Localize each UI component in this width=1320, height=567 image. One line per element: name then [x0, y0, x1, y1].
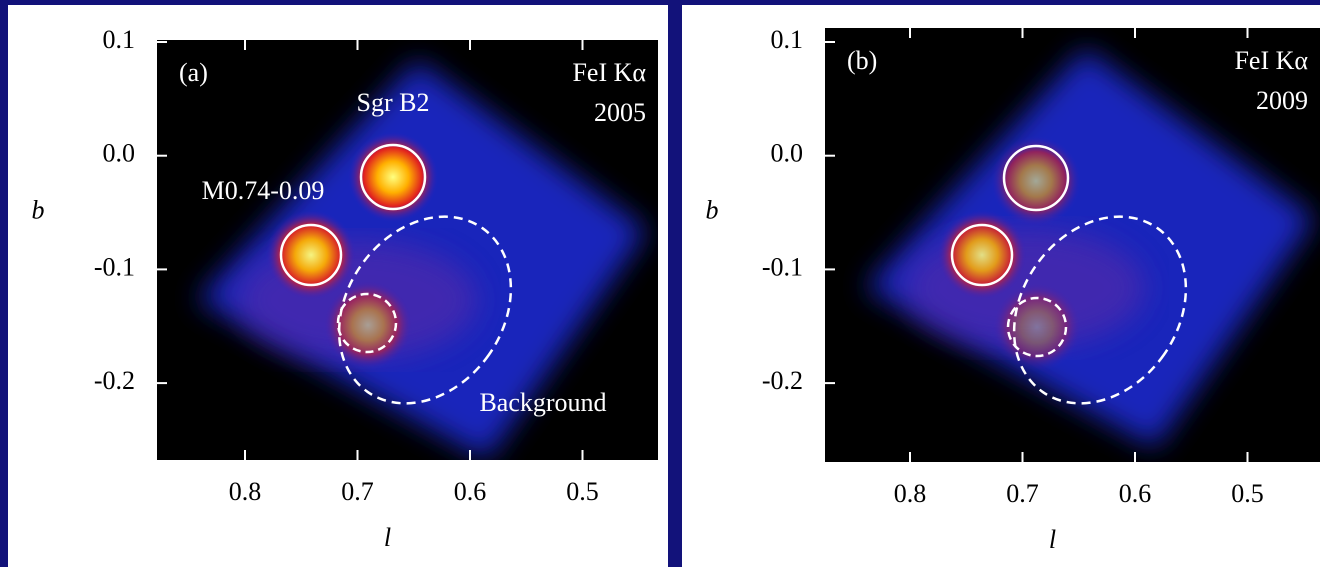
- source-region: [1006, 296, 1068, 358]
- source-region: [336, 292, 398, 354]
- panel-label: (b): [847, 46, 877, 75]
- year-label: 2005: [594, 98, 646, 127]
- background-region: [1012, 215, 1188, 405]
- background-region: [337, 215, 513, 405]
- y-tick-label: -0.1: [94, 252, 135, 281]
- x-tick-label: 0.7: [1006, 479, 1039, 508]
- hot-spot: [323, 280, 413, 370]
- hot-spot: [937, 210, 1027, 300]
- annotation: Sgr B2: [357, 88, 430, 117]
- y-tick-label: -0.2: [94, 366, 135, 395]
- line-label: FeI Kα: [1234, 46, 1308, 75]
- x-tick-label: 0.5: [1231, 479, 1264, 508]
- hot-spot: [991, 136, 1081, 226]
- line-label: FeI Kα: [572, 58, 646, 87]
- panel: 0.8 0.7 0.6 0.5 0.1 0.0 -0.1 -0.2 l b (b) FeI Kα 200…: [682, 5, 1320, 567]
- y-tick-label: 0.1: [103, 25, 136, 54]
- emission-map: [197, 60, 647, 460]
- x-tick-label: 0.8: [894, 479, 927, 508]
- x-tick-label: 0.8: [229, 477, 262, 506]
- x-axis-label: l: [1049, 525, 1056, 554]
- x-axis-label: l: [384, 523, 391, 552]
- y-tick-label: -0.1: [762, 252, 803, 281]
- annotation: M0.74-0.09: [202, 176, 325, 205]
- annotation: Background: [479, 388, 606, 417]
- source-region: [1002, 144, 1070, 212]
- y-tick-label: 0.0: [771, 139, 804, 168]
- y-tick-label: -0.2: [762, 366, 803, 395]
- year-label: 2009: [1256, 86, 1308, 115]
- y-axis-label: b: [706, 196, 719, 225]
- hot-spot: [992, 282, 1082, 372]
- emission-map: [865, 48, 1315, 448]
- panel-label: (a): [179, 58, 208, 87]
- y-tick-label: 0.1: [771, 25, 804, 54]
- source-region: [279, 223, 343, 287]
- source-region: [359, 143, 427, 211]
- x-tick-label: 0.6: [1119, 479, 1152, 508]
- x-tick-label: 0.5: [566, 477, 599, 506]
- panel: 0.8 0.7 0.6 0.5 0.1 0.0 -0.1 -0.2 l b (a) FeI Kα 200…: [8, 5, 668, 567]
- hot-spot: [266, 210, 356, 300]
- source-region: [950, 223, 1014, 287]
- y-tick-label: 0.0: [103, 139, 136, 168]
- x-tick-label: 0.6: [454, 477, 487, 506]
- y-axis-label: b: [32, 196, 45, 225]
- x-tick-label: 0.7: [341, 477, 374, 506]
